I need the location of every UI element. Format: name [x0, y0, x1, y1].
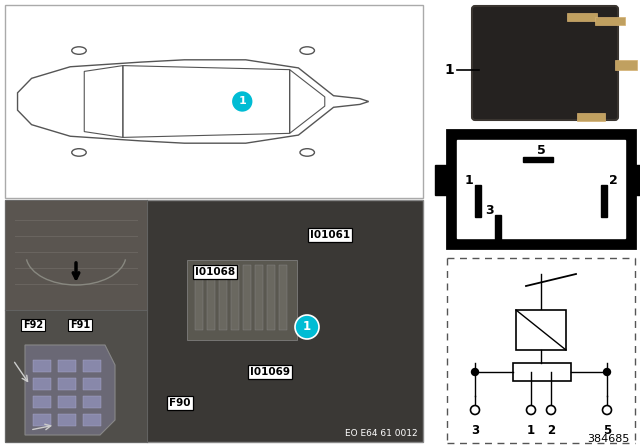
Bar: [567, 13, 597, 21]
Bar: [595, 17, 625, 25]
Bar: [615, 60, 637, 70]
Bar: [58, 396, 76, 408]
Bar: [601, 185, 607, 217]
Circle shape: [602, 405, 611, 414]
Text: 1: 1: [238, 96, 246, 107]
Bar: [58, 378, 76, 390]
FancyBboxPatch shape: [472, 6, 618, 120]
Bar: [5, 200, 423, 442]
Bar: [58, 360, 76, 372]
Circle shape: [547, 405, 556, 414]
Bar: [513, 363, 571, 381]
Text: F92: F92: [23, 320, 43, 330]
Bar: [5, 200, 147, 310]
Bar: [83, 414, 101, 426]
Bar: [207, 265, 215, 330]
Circle shape: [527, 405, 536, 414]
Bar: [83, 378, 101, 390]
Text: 3: 3: [484, 203, 493, 216]
Text: 2: 2: [609, 173, 618, 186]
Polygon shape: [25, 345, 115, 435]
Bar: [447, 130, 635, 248]
Bar: [475, 185, 481, 217]
Bar: [255, 265, 263, 330]
Text: 1: 1: [444, 63, 454, 77]
Bar: [267, 265, 275, 330]
Bar: [33, 378, 51, 390]
Text: I01068: I01068: [195, 267, 235, 277]
Text: 3: 3: [471, 424, 479, 437]
Text: I01061: I01061: [310, 230, 350, 240]
Bar: [633, 165, 640, 195]
Bar: [187, 260, 297, 340]
Bar: [219, 265, 227, 330]
Bar: [243, 265, 251, 330]
Circle shape: [472, 369, 479, 375]
Text: I01069: I01069: [250, 367, 290, 377]
Text: EO E64 61 0012: EO E64 61 0012: [346, 429, 418, 438]
Bar: [577, 113, 605, 121]
Circle shape: [604, 369, 611, 375]
Bar: [58, 414, 76, 426]
Bar: [83, 360, 101, 372]
Bar: [5, 5, 423, 198]
Text: F90: F90: [169, 398, 191, 408]
Bar: [457, 140, 625, 238]
Bar: [231, 265, 239, 330]
Text: 2: 2: [547, 424, 555, 437]
Bar: [523, 157, 553, 162]
Bar: [435, 165, 449, 195]
Bar: [516, 310, 566, 350]
Circle shape: [231, 90, 253, 112]
Bar: [83, 396, 101, 408]
Text: F91: F91: [70, 320, 90, 330]
Bar: [495, 215, 501, 243]
Circle shape: [295, 315, 319, 339]
Text: 5: 5: [536, 143, 545, 156]
Text: 5: 5: [603, 424, 611, 437]
Text: 384685: 384685: [588, 434, 630, 444]
Bar: [33, 396, 51, 408]
Bar: [33, 360, 51, 372]
Bar: [5, 310, 147, 442]
Text: 1: 1: [303, 320, 311, 333]
Text: 1: 1: [465, 173, 474, 186]
Bar: [447, 258, 635, 443]
Bar: [279, 265, 287, 330]
Bar: [33, 414, 51, 426]
Text: 1: 1: [527, 424, 535, 437]
Bar: [195, 265, 203, 330]
Circle shape: [470, 405, 479, 414]
